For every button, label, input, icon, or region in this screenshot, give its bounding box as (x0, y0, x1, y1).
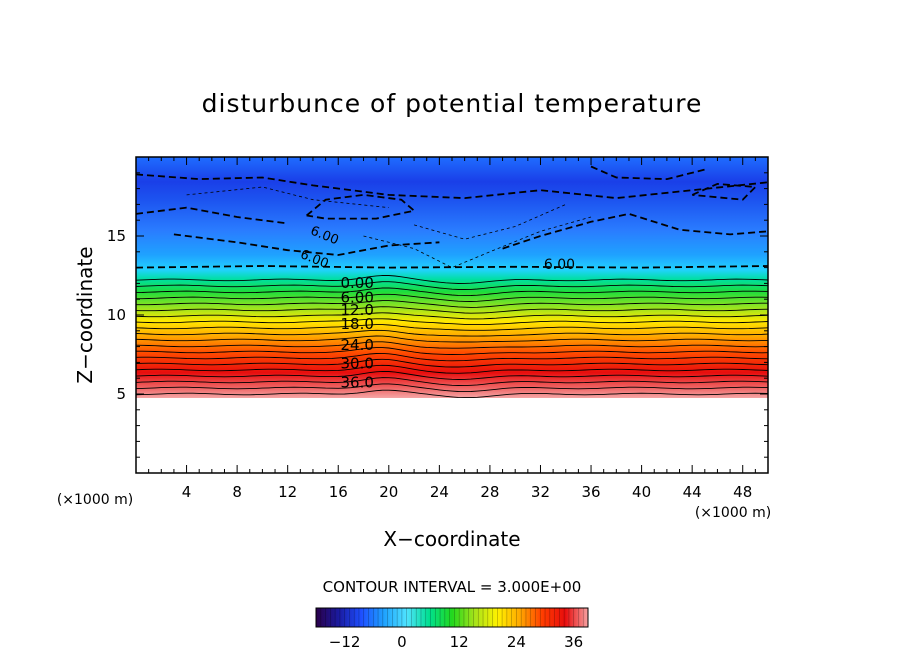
contour-line (136, 377, 768, 387)
x-unit-left: (×1000 m) (57, 492, 133, 508)
x-tick-label: 32 (531, 483, 550, 501)
x-axis-ticks: 4 8 12 16 20 24 28 32 36 40 44 48 (148, 157, 756, 501)
y-axis-label: Z−coordinate (73, 246, 97, 383)
contour-line (136, 275, 768, 284)
thin-contour-0 (363, 216, 592, 269)
x-tick-label: 12 (278, 483, 297, 501)
contour-line (136, 324, 768, 331)
colorbar-tick-label: −12 (329, 633, 361, 651)
contour-line (136, 383, 768, 393)
contour-line (136, 293, 768, 302)
dashed-contour-6 (502, 212, 768, 250)
contour-label: 30.0 (340, 355, 373, 373)
dashed-contour-5 (173, 233, 440, 256)
dashed-contour-7 (136, 206, 288, 225)
x-tick-label: 36 (581, 483, 600, 501)
contour-line (136, 329, 768, 337)
contour-interval-text: CONTOUR INTERVAL = 3.000E+00 (323, 578, 582, 596)
contour-line (136, 306, 768, 314)
x-tick-label: 20 (379, 483, 398, 501)
colorbar-ticks: −12 0 12 24 36 (329, 633, 583, 651)
contour-line (136, 335, 768, 343)
contour-line (136, 312, 768, 320)
plot-area (136, 157, 768, 473)
y-tick-label: 15 (107, 227, 126, 245)
thin-contour-2 (186, 186, 389, 208)
colorbar-tick-label: 12 (450, 633, 469, 651)
x-tick-label: 4 (182, 483, 192, 501)
y-tick-label: 5 (116, 385, 126, 403)
contour-label: 0.00 (340, 274, 373, 292)
chart-title: disturbunce of potential temperature (202, 89, 703, 118)
contour-line (136, 281, 768, 290)
y-tick-label: 10 (107, 306, 126, 324)
terrain-blank (136, 398, 768, 473)
dashed-contour-1 (136, 173, 768, 200)
contour-label: 24.0 (340, 336, 373, 354)
x-tick-label: 24 (430, 483, 449, 501)
contour-line (136, 347, 768, 355)
x-tick-label: 48 (733, 483, 752, 501)
contour-label: 36.0 (340, 374, 373, 392)
contour-line (136, 300, 768, 308)
layer-contours (136, 275, 768, 399)
dashed-contour-0 (136, 265, 768, 269)
x-axis-label: X−coordinate (383, 527, 520, 551)
colorbar-tick-label: 36 (564, 633, 583, 651)
contour-line (136, 358, 768, 368)
y-axis-ticks: 5 10 15 (107, 172, 768, 458)
field-fill (136, 157, 768, 402)
x-tick-label: 44 (683, 483, 702, 501)
colorbar (315, 607, 589, 628)
contour-label: 12.0 (340, 301, 373, 319)
thin-contour-1 (413, 204, 566, 240)
x-tick-label: 8 (232, 483, 242, 501)
dashed-contour-4 (691, 182, 758, 201)
contour-label: 18.0 (340, 315, 373, 333)
contour-line (136, 341, 768, 349)
x-tick-label: 40 (632, 483, 651, 501)
contour-line (136, 370, 768, 380)
contour-line (136, 364, 768, 374)
x-tick-label: 28 (480, 483, 499, 501)
dashed-contour-2 (306, 193, 417, 220)
x-tick-label: 16 (329, 483, 348, 501)
contour-line (136, 352, 768, 362)
colorbar-cells (320, 608, 584, 627)
contour-line (136, 287, 768, 297)
dashed-contour-3 (590, 165, 706, 181)
contour-line (136, 389, 768, 399)
x-unit-right: (×1000 m) (695, 505, 771, 521)
contour-line (136, 318, 768, 326)
upper-dashed-contours (136, 165, 768, 269)
contour-label: 6.00 (340, 288, 373, 306)
colorbar-tick-label: 24 (507, 633, 526, 651)
contour-label-upper-right: 6.00 (544, 257, 575, 273)
colorbar-tick-label: 0 (397, 633, 407, 651)
